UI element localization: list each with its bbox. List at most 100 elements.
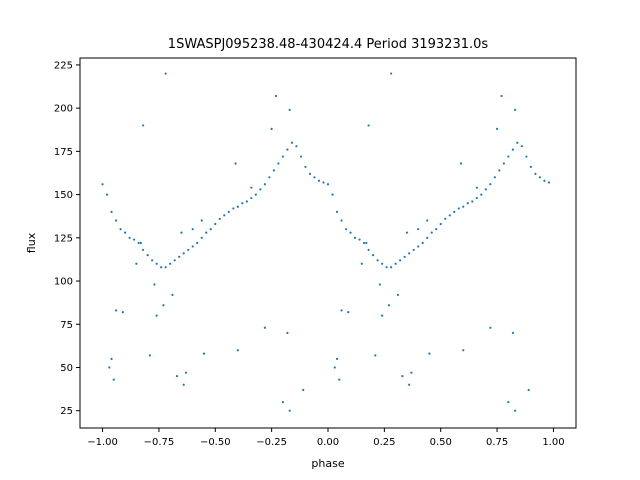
data-point [272,169,275,172]
x-tick-label: −0.75 [144,437,175,448]
data-point [155,262,158,265]
data-point [378,283,381,286]
x-tick-label: 1.00 [542,437,564,448]
data-point [426,236,429,239]
data-point [412,248,415,252]
data-point [326,183,330,186]
data-point [137,241,140,245]
data-point [444,217,447,220]
data-point [547,181,551,184]
data-point [200,236,203,239]
data-point [525,155,528,158]
data-point [153,283,156,286]
data-point [396,293,399,296]
data-point [428,352,431,355]
data-point [394,262,397,265]
data-point [408,252,411,255]
data-point [410,371,413,374]
data-point [538,176,542,179]
data-point [335,357,339,360]
y-tick-label: 25 [60,406,73,417]
data-point [502,162,505,165]
data-point [511,331,514,335]
data-point [302,388,305,392]
data-points [101,72,551,412]
data-point [290,141,294,144]
data-point [114,309,118,312]
data-point [317,179,321,182]
y-tick-label: 200 [54,104,73,115]
data-point [234,162,237,165]
data-point [187,248,190,252]
y-axis-ticks: 25 50 75 100 125 150 175 200 225 [54,60,80,417]
data-point [417,228,420,231]
data-point [453,210,456,213]
data-point [200,219,203,222]
data-point [121,311,124,314]
data-point [175,375,179,378]
data-point [408,383,411,386]
data-point [399,259,402,262]
data-point [507,155,510,158]
data-point [173,259,176,262]
data-point [529,165,533,169]
data-point [182,383,185,386]
data-point [367,248,370,252]
data-point [236,349,239,352]
data-point [162,304,165,307]
data-point [142,124,145,127]
y-tick-label: 50 [60,363,73,374]
data-point [358,238,361,241]
chart-title: 1SWASPJ095238.48-430424.4 Period 3193231… [168,37,489,52]
y-axis-label: flux [25,232,38,253]
data-point [462,205,465,208]
data-point [295,145,298,148]
data-point [331,193,334,196]
data-point [390,266,393,269]
data-point [105,193,109,196]
data-point [275,94,278,98]
data-point [214,222,217,226]
data-point [288,409,291,412]
data-point [480,193,483,196]
data-point [365,241,368,245]
data-point [191,228,194,231]
data-point [191,245,194,248]
data-point [376,259,379,262]
data-point [218,217,221,220]
data-point [385,266,388,269]
data-point [164,266,167,269]
data-point [489,183,492,186]
data-point [245,200,248,203]
data-point [286,148,289,151]
data-point [381,314,384,317]
data-point [387,304,390,307]
data-point [344,228,348,231]
data-point [498,169,501,172]
data-point [281,155,285,158]
data-point [511,148,514,151]
data-point [489,326,492,329]
data-point [178,255,181,258]
data-point [417,245,420,248]
data-point [263,183,266,186]
x-tick-label: −1.00 [87,437,118,448]
data-point [250,196,253,200]
data-point [160,266,163,269]
data-point [367,124,370,127]
y-tick-label: 75 [60,320,73,331]
data-point [457,207,460,210]
data-point [448,214,451,217]
data-point [148,354,151,357]
data-point [335,210,339,213]
data-point [349,231,352,234]
data-point [435,228,438,231]
data-point [108,366,111,369]
data-point [184,371,188,374]
data-point [459,162,463,165]
data-point [139,241,142,245]
data-point [182,252,185,255]
data-point [299,155,303,158]
data-point [390,72,393,75]
data-point [381,262,384,265]
